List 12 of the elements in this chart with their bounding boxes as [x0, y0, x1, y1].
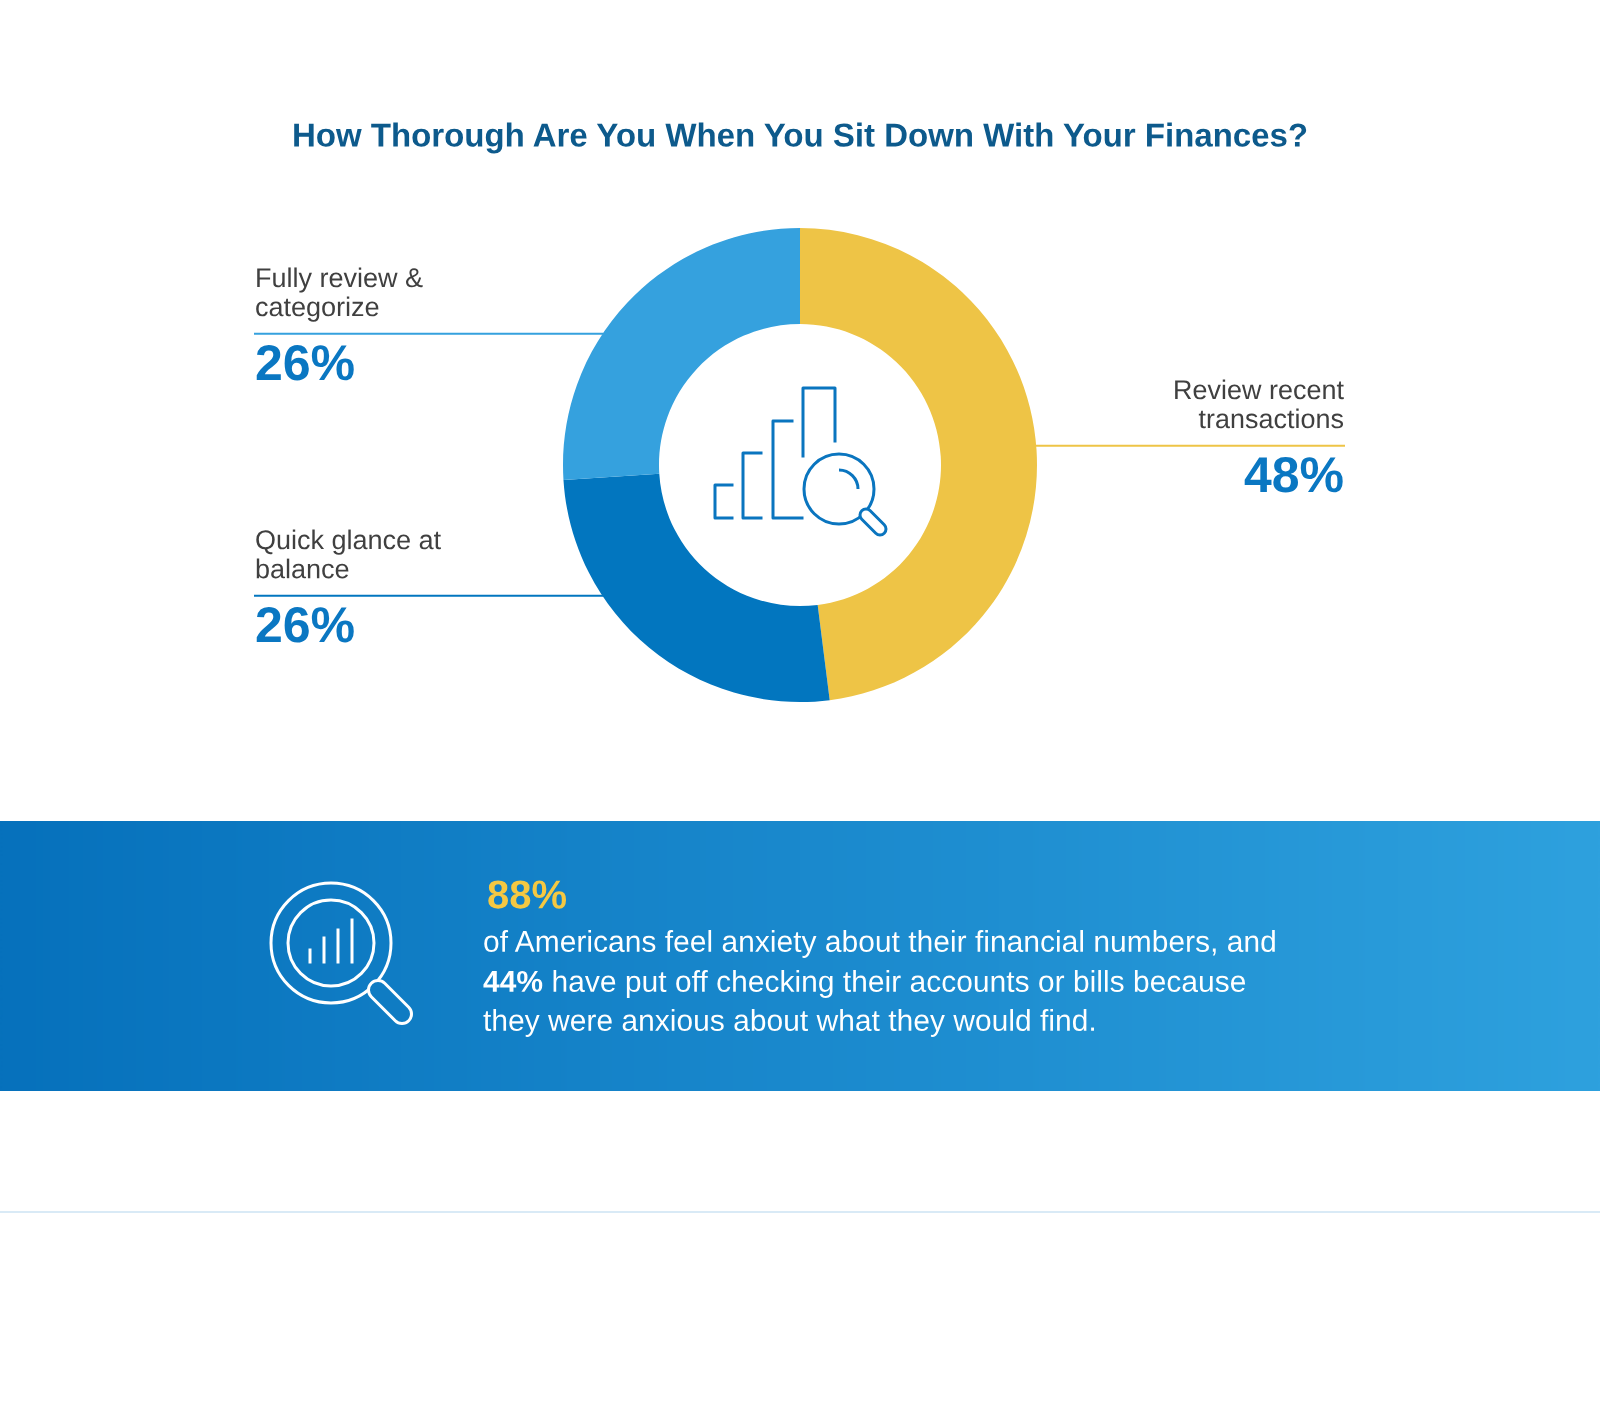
text: they were anxious about what they would find. [483, 1009, 1094, 1037]
data-label: 26% [256, 345, 354, 381]
slice-label: Fully review & categorize [256, 267, 423, 322]
slice-label: Quick glance at balance [256, 529, 441, 579]
text: 88% [488, 880, 566, 909]
data-label: 48% [1244, 457, 1343, 493]
text: 44% [483, 970, 543, 992]
text: of Americans feel anxiety about their financial numbers, and [484, 930, 1275, 958]
text: have put off checking their accounts or bills because [553, 970, 1246, 998]
slice-label: Review recent transactions [1175, 379, 1344, 429]
data-label: 26% [256, 607, 354, 643]
chart-title: How Thorough Are You When You Sit Down With Your Finances? [294, 122, 1307, 154]
